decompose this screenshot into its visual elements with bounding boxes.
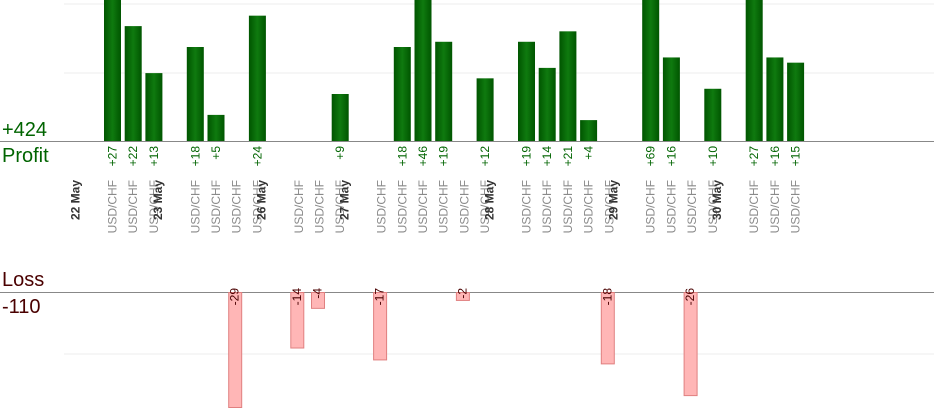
pair-label: USD/CHF xyxy=(457,180,471,233)
pair-label: USD/CHF xyxy=(209,180,223,233)
profit-value-label: +15 xyxy=(789,146,803,167)
profit-value-label: +5 xyxy=(209,146,223,160)
date-label: 29 May xyxy=(607,180,621,220)
loss-total: -110 xyxy=(2,296,41,318)
pair-label: USD/CHF xyxy=(561,180,575,233)
profit-bar xyxy=(186,47,204,141)
profit-value-label: +9 xyxy=(333,146,347,160)
date-label: 27 May xyxy=(337,180,351,220)
pair-label: USD/CHF xyxy=(768,180,782,233)
profit-bar xyxy=(642,0,660,141)
pair-label: USD/CHF xyxy=(333,180,347,233)
profit-bar xyxy=(145,73,163,141)
date-label: 26 May xyxy=(255,180,269,220)
pair-label: USD/CHF xyxy=(747,180,761,233)
loss-value-label: -2 xyxy=(455,288,469,299)
pair-label: USD/CHF xyxy=(126,180,140,233)
profit-label: Profit xyxy=(2,145,49,167)
pair-label: USD/CHF xyxy=(789,180,803,233)
pair-label: USD/CHF xyxy=(416,180,430,233)
profit-bar xyxy=(766,57,784,141)
profit-bar xyxy=(580,120,598,141)
profit-bar xyxy=(207,114,225,141)
loss-bar xyxy=(600,292,615,365)
profit-value-label: +69 xyxy=(644,146,658,167)
pair-label: USD/CHF xyxy=(230,180,244,233)
pair-label: USD/CHF xyxy=(644,180,658,233)
pair-label: USD/CHF xyxy=(375,180,389,233)
profit-bar xyxy=(704,88,722,141)
pair-label: USD/CHF xyxy=(520,180,534,233)
profit-value-label: +16 xyxy=(768,146,782,167)
pair-label: USD/CHF xyxy=(313,180,327,233)
profit-value-label: +18 xyxy=(395,146,409,167)
pair-label: USD/CHF xyxy=(250,180,264,233)
profit-value-label: +16 xyxy=(664,146,678,167)
profit-value-label: +14 xyxy=(540,146,554,167)
pair-label: USD/CHF xyxy=(437,180,451,233)
profit-total: +424 xyxy=(2,119,48,141)
loss-bar xyxy=(290,292,305,349)
profit-bar xyxy=(745,0,763,141)
loss-bar xyxy=(311,292,325,309)
pair-label: USD/CHF xyxy=(188,180,202,233)
loss-value-label: -26 xyxy=(683,288,697,306)
loss-bar xyxy=(455,292,470,301)
date-label: 30 May xyxy=(710,180,724,220)
profit-bar xyxy=(248,15,266,142)
loss-label: Loss xyxy=(2,269,45,291)
pair-label: USD/CHF xyxy=(706,180,720,233)
loss-value-label: -14 xyxy=(290,288,304,306)
loss-value-label: -17 xyxy=(373,288,387,306)
loss-bar xyxy=(683,292,698,397)
profit-bar xyxy=(435,41,453,141)
profit-value-label: +27 xyxy=(747,146,761,167)
profit-bar xyxy=(104,0,121,141)
pair-label: USD/CHF xyxy=(602,180,616,233)
profit-bar xyxy=(662,57,680,141)
profit-value-label: +13 xyxy=(147,146,161,167)
pair-label: USD/CHF xyxy=(147,180,161,233)
profit-value-label: +27 xyxy=(106,146,120,167)
profit-bar xyxy=(124,26,142,141)
date-label: 22 May xyxy=(68,180,82,220)
profit-value-label: +46 xyxy=(416,146,430,167)
profit-bar xyxy=(518,41,535,141)
profit-value-label: +22 xyxy=(126,146,140,167)
profit-bar xyxy=(393,47,411,141)
date-label: 23 May xyxy=(151,180,165,220)
profit-bar xyxy=(476,78,494,141)
pair-label: USD/CHF xyxy=(106,180,120,233)
profit-value-label: +12 xyxy=(478,146,492,167)
profit-bar xyxy=(331,94,349,141)
profit-bar xyxy=(559,31,577,141)
loss-value-label: -4 xyxy=(311,288,325,299)
date-label: 28 May xyxy=(482,180,496,220)
pair-label: USD/CHF xyxy=(395,180,409,233)
loss-bar xyxy=(373,292,388,361)
pair-label: USD/CHF xyxy=(540,180,554,233)
profit-value-label: +21 xyxy=(561,146,575,167)
profit-value-label: +19 xyxy=(520,146,534,167)
pair-label: USD/CHF xyxy=(685,180,699,233)
pair-label: USD/CHF xyxy=(478,180,492,233)
loss-value-label: -29 xyxy=(228,288,242,306)
profit-value-label: +10 xyxy=(706,146,720,167)
profit-bar xyxy=(538,67,556,141)
loss-value-label: -18 xyxy=(600,288,614,306)
profit-bar xyxy=(414,0,432,141)
loss-bar xyxy=(228,292,243,408)
profit-value-label: +18 xyxy=(188,146,202,167)
pair-label: USD/CHF xyxy=(582,180,596,233)
pair-label: USD/CHF xyxy=(292,180,306,233)
profit-value-label: +24 xyxy=(250,146,264,167)
pair-label: USD/CHF xyxy=(664,180,678,233)
profit-bar xyxy=(787,62,805,141)
profit-value-label: +19 xyxy=(437,146,451,167)
profit-value-label: +4 xyxy=(582,146,596,160)
